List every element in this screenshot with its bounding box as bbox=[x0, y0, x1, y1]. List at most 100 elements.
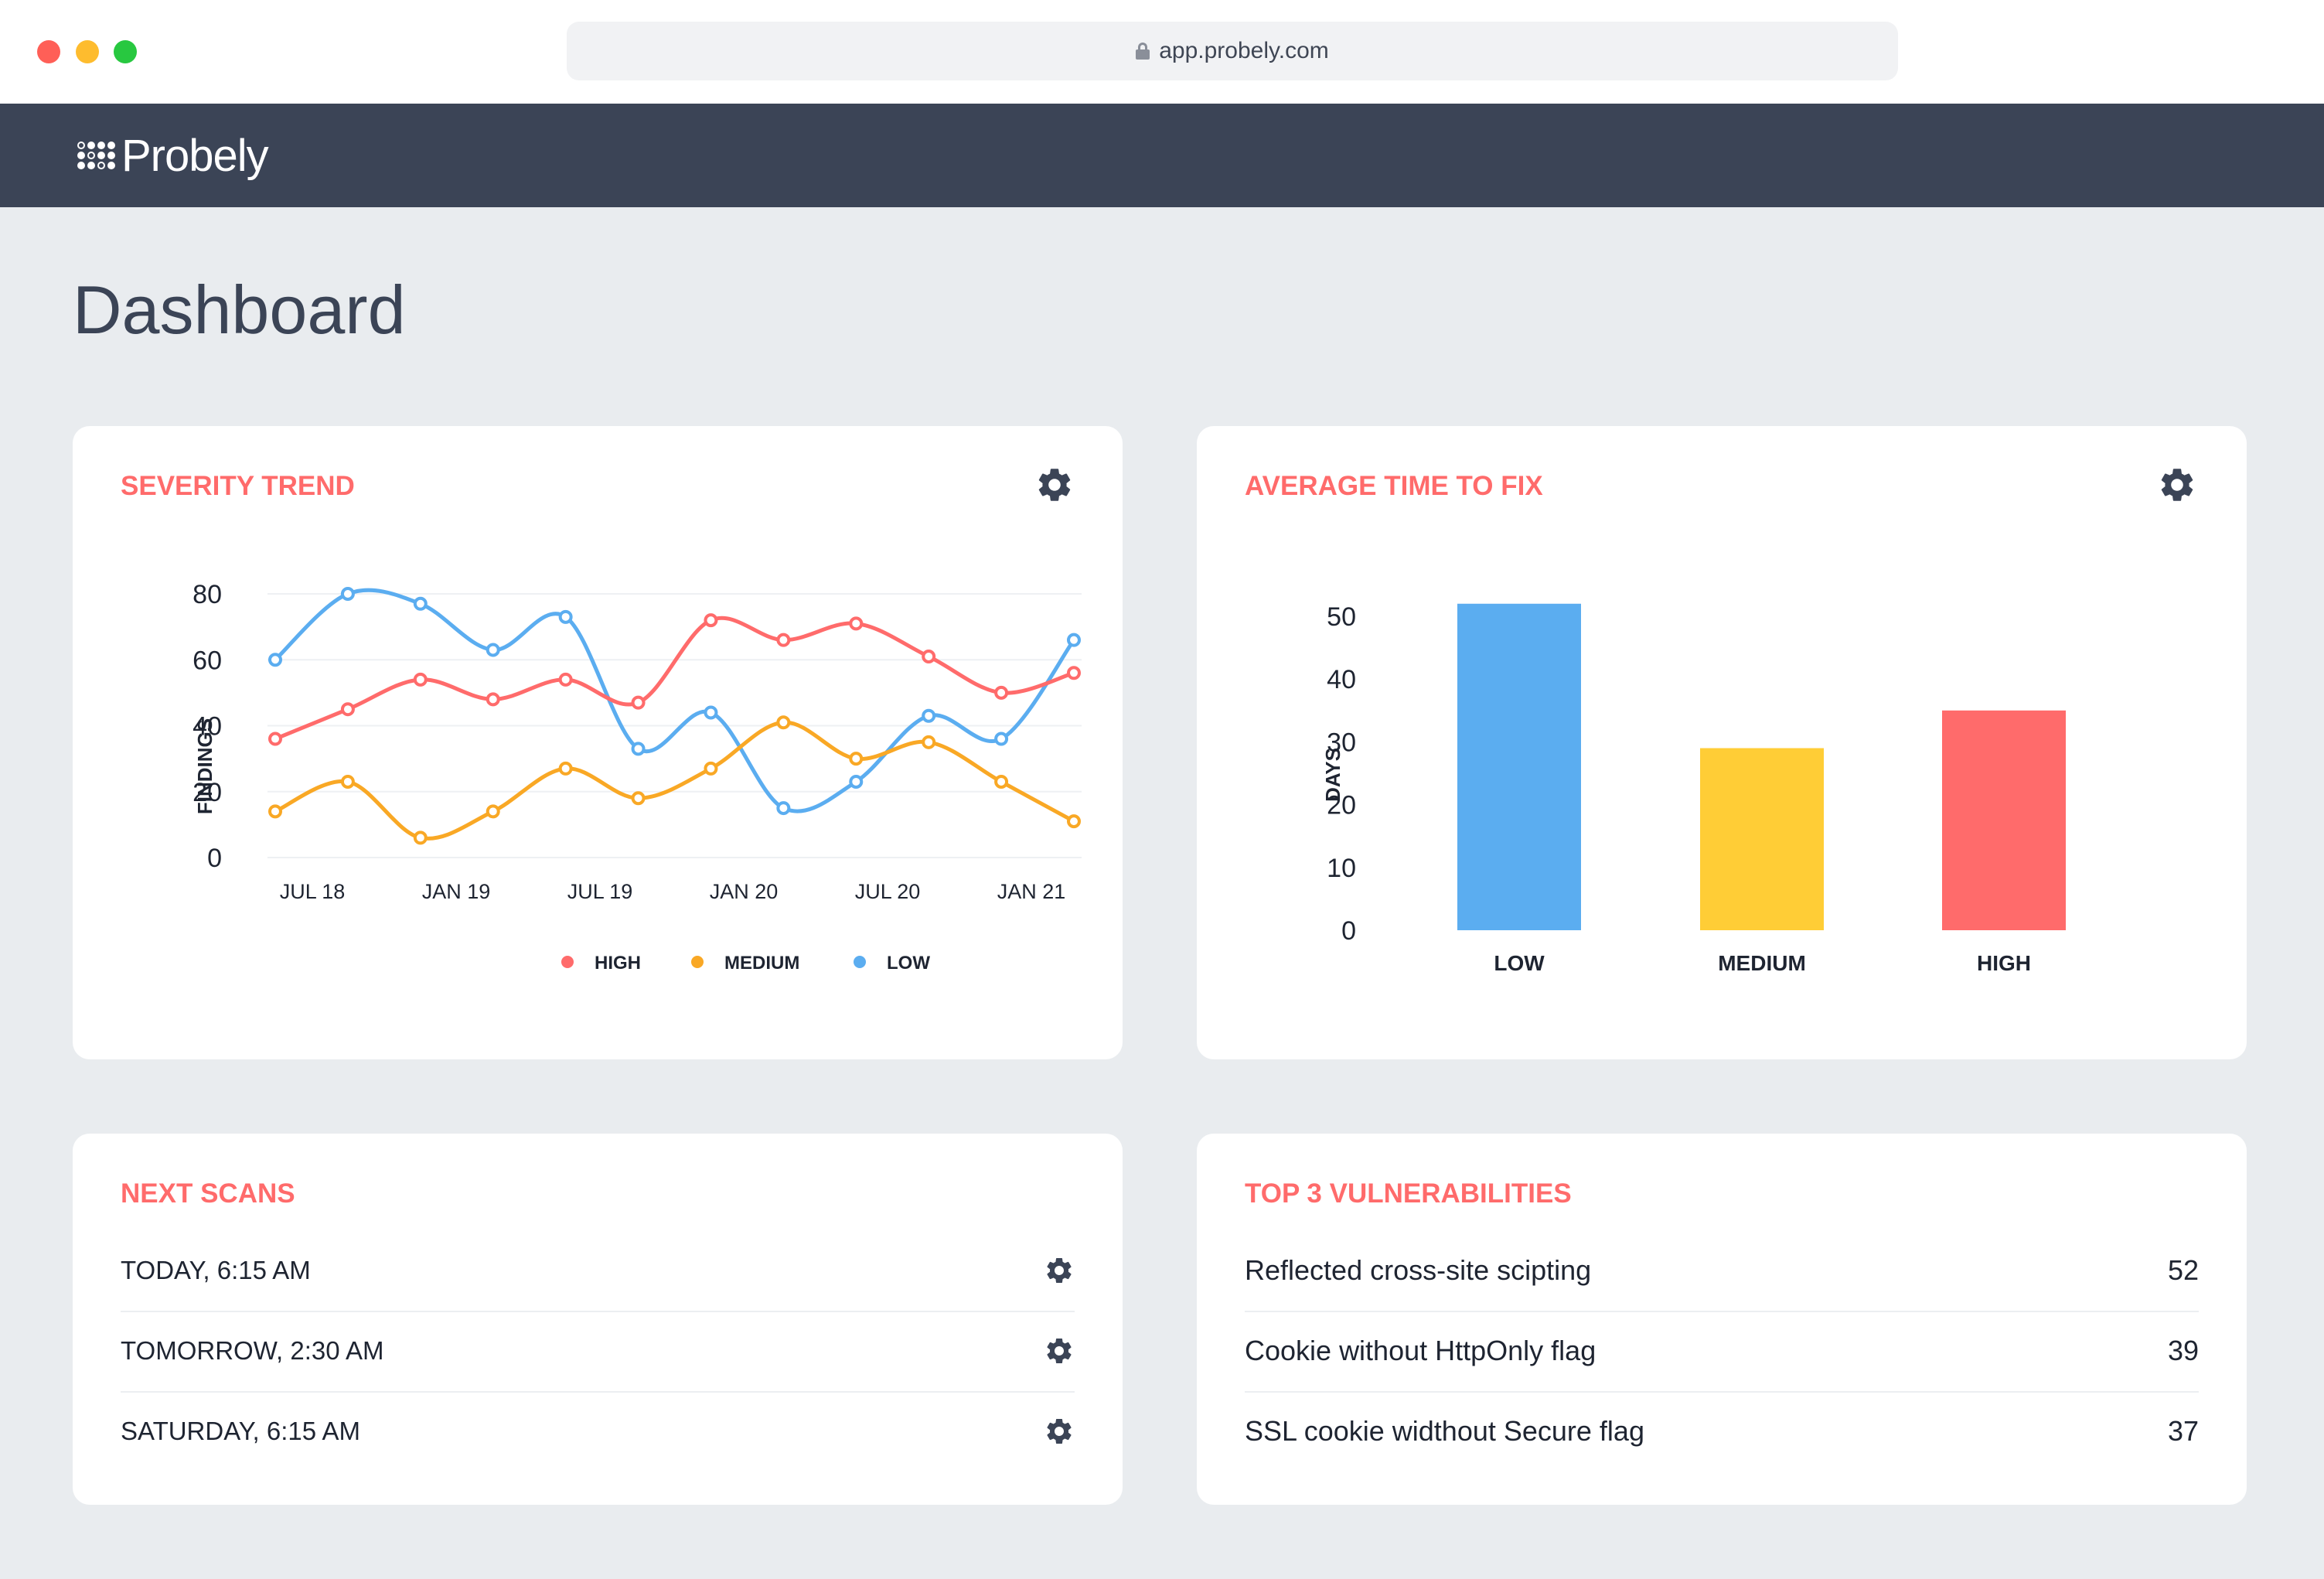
data-point-low bbox=[340, 587, 355, 601]
data-point-low bbox=[486, 643, 500, 657]
scan-settings-gear-icon[interactable] bbox=[1044, 1416, 1075, 1447]
severity-trend-card: SEVERITY TREND 0 20 40 60 80 JUL 18 JAN 19 JUL … bbox=[73, 426, 1123, 1059]
bar-low bbox=[1457, 603, 1581, 930]
data-point-medium bbox=[558, 761, 573, 776]
browser-chrome: app.probely.com bbox=[0, 0, 2324, 104]
data-point-high bbox=[849, 616, 864, 631]
window-minimize-button[interactable] bbox=[76, 40, 99, 63]
data-point-low bbox=[1067, 633, 1081, 647]
data-point-high bbox=[558, 672, 573, 687]
data-point-medium bbox=[340, 774, 355, 789]
brand-name: Probely bbox=[121, 130, 269, 181]
y-tick-label: 50 bbox=[1327, 602, 1356, 632]
vulnerability-row[interactable]: SSL cookie widthout Secure flag 37 bbox=[1245, 1391, 2199, 1472]
data-point-low bbox=[413, 596, 428, 611]
legend-label-high: HIGH bbox=[595, 953, 641, 974]
data-point-low bbox=[558, 609, 573, 624]
data-point-medium bbox=[776, 715, 791, 730]
data-point-high bbox=[704, 613, 718, 628]
card-title: SEVERITY TREND bbox=[121, 471, 355, 501]
data-point-high bbox=[922, 649, 936, 663]
y-tick-label: 30 bbox=[1327, 728, 1356, 757]
data-point-medium bbox=[486, 804, 500, 819]
lock-icon bbox=[1136, 43, 1150, 60]
window-close-button[interactable] bbox=[37, 40, 60, 63]
y-tick-label: 20 bbox=[1327, 791, 1356, 820]
data-point-low bbox=[704, 705, 718, 720]
x-tick-label: JUL 20 bbox=[855, 880, 921, 903]
scan-settings-gear-icon[interactable] bbox=[1044, 1335, 1075, 1366]
url-text: app.probely.com bbox=[1159, 38, 1329, 63]
settings-gear-icon[interactable] bbox=[2157, 465, 2197, 505]
y-tick-label: 20 bbox=[193, 778, 222, 807]
x-tick-label: JUL 19 bbox=[567, 880, 633, 903]
next-scans-card: NEXT SCANS TODAY, 6:15 AM TOMORROW, 2:30… bbox=[73, 1134, 1123, 1505]
data-point-medium bbox=[631, 791, 646, 806]
data-point-high bbox=[486, 692, 500, 707]
settings-gear-icon[interactable] bbox=[1034, 465, 1075, 505]
y-axis-label: FINDINGS bbox=[193, 718, 216, 814]
x-tick-label: MEDIUM bbox=[1718, 951, 1806, 975]
data-point-high bbox=[631, 695, 646, 710]
address-bar[interactable]: app.probely.com bbox=[567, 22, 1898, 80]
vulnerability-name: Cookie without HttpOnly flag bbox=[1245, 1335, 1596, 1366]
data-point-medium bbox=[413, 830, 428, 845]
brand-logo[interactable]: Probely bbox=[77, 104, 269, 207]
data-point-high bbox=[776, 633, 791, 647]
vulnerability-count: 52 bbox=[2167, 1254, 2199, 1286]
scan-time: TODAY, 6:15 AM bbox=[121, 1256, 311, 1284]
data-point-medium bbox=[1067, 814, 1081, 829]
scan-time: TOMORROW, 2:30 AM bbox=[121, 1336, 384, 1365]
legend-marker-medium bbox=[691, 956, 704, 968]
card-title: NEXT SCANS bbox=[121, 1178, 295, 1209]
scan-row: TODAY, 6:15 AM bbox=[121, 1230, 1075, 1312]
data-point-medium bbox=[268, 804, 282, 819]
vulnerability-count: 37 bbox=[2167, 1415, 2199, 1447]
data-point-high bbox=[413, 672, 428, 687]
severity-trend-chart: 0 20 40 60 80 JUL 18 JAN 19 JUL 19 JAN 20 JUL 20 J… bbox=[193, 580, 1082, 974]
vulnerability-row[interactable]: Cookie without HttpOnly flag 39 bbox=[1245, 1311, 2199, 1393]
top-vulnerabilities-card: TOP 3 VULNERABILITIES Reflected cross-si… bbox=[1197, 1134, 2247, 1505]
bar-high bbox=[1942, 710, 2066, 930]
card-title: AVERAGE TIME TO FIX bbox=[1245, 471, 1543, 501]
average-time-chart: 0 10 20 30 40 50 DAYS LOW MEDIUM HIGH bbox=[1321, 602, 2066, 975]
y-tick-label: 40 bbox=[1327, 665, 1356, 694]
x-tick-label: JUL 18 bbox=[280, 880, 346, 903]
window-maximize-button[interactable] bbox=[114, 40, 137, 63]
data-point-low bbox=[268, 653, 282, 667]
x-tick-label: JAN 19 bbox=[422, 880, 491, 903]
y-tick-label: 0 bbox=[207, 844, 222, 873]
data-point-medium bbox=[704, 761, 718, 776]
x-tick-label: HIGH bbox=[1977, 951, 2031, 975]
data-point-medium bbox=[994, 774, 1009, 789]
x-tick-label: LOW bbox=[1494, 951, 1545, 975]
app-header: Probely bbox=[0, 104, 2324, 207]
bar-medium bbox=[1700, 748, 1824, 930]
x-tick-label: JAN 21 bbox=[997, 880, 1066, 903]
data-point-high bbox=[268, 732, 282, 746]
vulnerability-row[interactable]: Reflected cross-site scipting 52 bbox=[1245, 1230, 2199, 1312]
vulnerability-name: Reflected cross-site scipting bbox=[1245, 1254, 1592, 1286]
scan-settings-gear-icon[interactable] bbox=[1044, 1255, 1075, 1286]
data-point-low bbox=[631, 742, 646, 756]
data-point-medium bbox=[922, 735, 936, 749]
legend-label-medium: MEDIUM bbox=[724, 953, 799, 974]
y-tick-label: 40 bbox=[193, 712, 222, 742]
series-line-medium bbox=[274, 720, 1075, 841]
data-point-low bbox=[922, 708, 936, 723]
logo-mark-icon bbox=[77, 142, 115, 169]
series-line-low bbox=[274, 588, 1076, 813]
vulnerability-count: 39 bbox=[2167, 1335, 2199, 1366]
card-title: TOP 3 VULNERABILITIES bbox=[1245, 1178, 1572, 1209]
y-tick-label: 0 bbox=[1341, 916, 1356, 946]
legend-label-low: LOW bbox=[887, 953, 930, 974]
data-point-low bbox=[776, 801, 791, 816]
y-tick-label: 80 bbox=[193, 580, 222, 609]
data-point-low bbox=[849, 774, 864, 789]
legend-marker-low bbox=[854, 956, 866, 968]
scan-row: SATURDAY, 6:15 AM bbox=[121, 1391, 1075, 1472]
y-tick-label: 10 bbox=[1327, 854, 1356, 883]
data-point-low bbox=[994, 732, 1009, 746]
legend-marker-high bbox=[561, 956, 574, 968]
data-point-medium bbox=[849, 752, 864, 766]
